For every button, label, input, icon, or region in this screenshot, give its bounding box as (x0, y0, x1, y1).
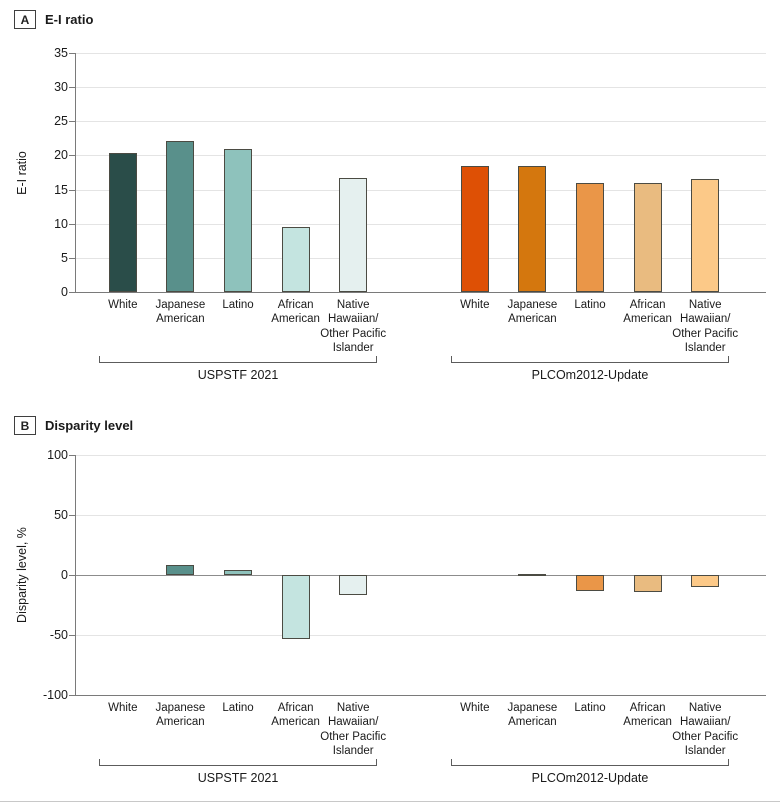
y-axis-tick (69, 87, 75, 89)
gridline (76, 515, 766, 516)
bar-plcom2012-update-latino (576, 182, 604, 292)
bar-uspstf-2021-latino (224, 148, 252, 292)
y-tick-label: -100 (42, 688, 68, 702)
y-axis-tick (69, 455, 75, 456)
category-label: Native Hawaiian/ Other Pacific Islander (320, 702, 387, 757)
panel-a-letter-badge: A (14, 10, 36, 29)
category-label: White (460, 299, 490, 311)
group-label-uspstf-2021: USPSTF 2021 (197, 368, 279, 382)
y-axis-tick (69, 53, 75, 54)
group-bracket (99, 356, 377, 363)
panel-b-letter-badge: B (14, 416, 36, 435)
category-label: Latino (574, 702, 606, 714)
panel-b-header: B Disparity level (14, 416, 133, 435)
y-tick-label: 5 (61, 250, 68, 265)
panel-a: A E-I ratio E-I ratio 35 30 25 20 15 10 5 0 White… (14, 10, 766, 382)
category-label: Latino (222, 299, 254, 311)
bar-plcom2012-update-native-hawaiian-other-pacific-islander (691, 179, 720, 292)
bar-plcom2012-update-native-hawaiian-other-pacific-islander (691, 575, 720, 587)
y-tick-label: 50 (54, 508, 68, 522)
y-tick-label: 20 (54, 148, 68, 163)
panel-a-header: A E-I ratio (14, 10, 93, 29)
y-axis-tick (69, 635, 75, 636)
y-axis-tick (69, 695, 75, 696)
panel-a-title: E-I ratio (45, 12, 94, 27)
y-tick-label: 15 (54, 182, 68, 197)
gridline (76, 189, 766, 191)
group-bracket (99, 759, 377, 766)
gridline (76, 223, 766, 225)
y-axis-tick (69, 257, 75, 259)
gridline (76, 121, 766, 123)
panel-b-title: Disparity level (45, 418, 134, 433)
bar-uspstf-2021-african-american (281, 227, 310, 292)
category-label: Japanese American (507, 299, 558, 326)
bar-plcom2012-update-white (460, 166, 489, 292)
category-label: Japanese American (507, 702, 558, 729)
gridline (76, 257, 766, 259)
gridline (76, 455, 766, 456)
y-axis-tick (69, 575, 75, 576)
gridline (76, 155, 766, 157)
category-label: African American (271, 299, 320, 326)
category-label: Native Hawaiian/ Other Pacific Islander (320, 299, 387, 354)
bar-uspstf-2021-native-hawaiian-other-pacific-islander (339, 575, 368, 596)
y-axis-tick (69, 121, 75, 123)
category-label: White (108, 702, 138, 714)
y-axis-tick (69, 292, 75, 293)
category-label: African American (623, 702, 672, 729)
category-label: African American (271, 702, 320, 729)
y-axis-tick (69, 515, 75, 516)
group-label-plcom2012-update: PLCOm2012-Update (531, 771, 649, 785)
category-label: Latino (574, 299, 606, 311)
bar-plcom2012-update-african-american (633, 575, 662, 592)
y-tick-label: 25 (54, 114, 68, 129)
category-label: Japanese American (155, 702, 206, 729)
gridline (76, 575, 766, 576)
plot-area-a: 35 30 25 20 15 10 5 0 White Japanese American Lati… (54, 46, 766, 382)
category-label: Japanese American (155, 299, 206, 326)
y-axis-tick (69, 223, 75, 225)
group-bracket (451, 759, 729, 766)
panel-b: B Disparity level Disparity level, % 100 5… (0, 406, 780, 802)
gridline (76, 635, 766, 636)
bar-uspstf-2021-japanese-american (166, 141, 195, 292)
y-tick-label: -50 (49, 628, 68, 642)
y-tick-label: 0 (61, 285, 68, 299)
bar-uspstf-2021-african-american (281, 575, 310, 639)
category-label: White (460, 702, 490, 714)
y-tick-label: 35 (54, 46, 68, 60)
category-label: Latino (222, 702, 254, 714)
bar-plcom2012-update-african-american (633, 183, 662, 292)
category-label: White (108, 299, 138, 311)
category-label: Native Hawaiian/ Other Pacific Islander (672, 299, 739, 354)
bar-uspstf-2021-white (108, 153, 137, 292)
bar-uspstf-2021-japanese-american (166, 565, 195, 575)
category-label: Native Hawaiian/ Other Pacific Islander (672, 702, 739, 757)
bar-plcom2012-update-japanese-american (518, 573, 547, 576)
bar-plcom2012-update-latino (576, 575, 604, 591)
category-label: African American (623, 299, 672, 326)
y-tick-label: 10 (54, 216, 68, 231)
bar-uspstf-2021-latino (224, 570, 252, 575)
group-label-plcom2012-update: PLCOm2012-Update (531, 368, 649, 382)
y-tick-label: 30 (54, 80, 68, 95)
y-tick-label: 100 (47, 448, 68, 462)
plot-area-b: 100 50 0 -50 -100 White Japanese American Latin… (43, 448, 766, 785)
gridline (76, 53, 766, 54)
y-axis-tick (69, 189, 75, 191)
bar-uspstf-2021-native-hawaiian-other-pacific-islander (339, 177, 368, 292)
group-bracket (451, 356, 729, 363)
gridline (76, 87, 766, 89)
y-axis-tick (69, 155, 75, 157)
bar-plcom2012-update-japanese-american (518, 165, 547, 292)
y-tick-label: 0 (61, 568, 68, 582)
group-label-uspstf-2021: USPSTF 2021 (197, 771, 279, 785)
